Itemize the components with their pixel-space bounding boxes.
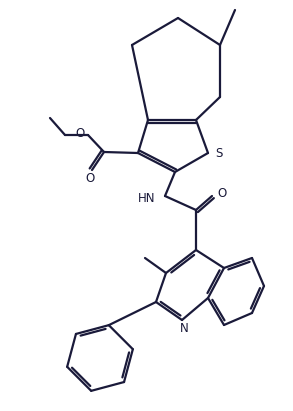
Text: O: O — [217, 187, 226, 199]
Text: S: S — [215, 146, 222, 159]
Text: HN: HN — [137, 192, 155, 205]
Text: N: N — [180, 321, 188, 335]
Text: O: O — [76, 127, 85, 139]
Text: O: O — [85, 171, 95, 185]
